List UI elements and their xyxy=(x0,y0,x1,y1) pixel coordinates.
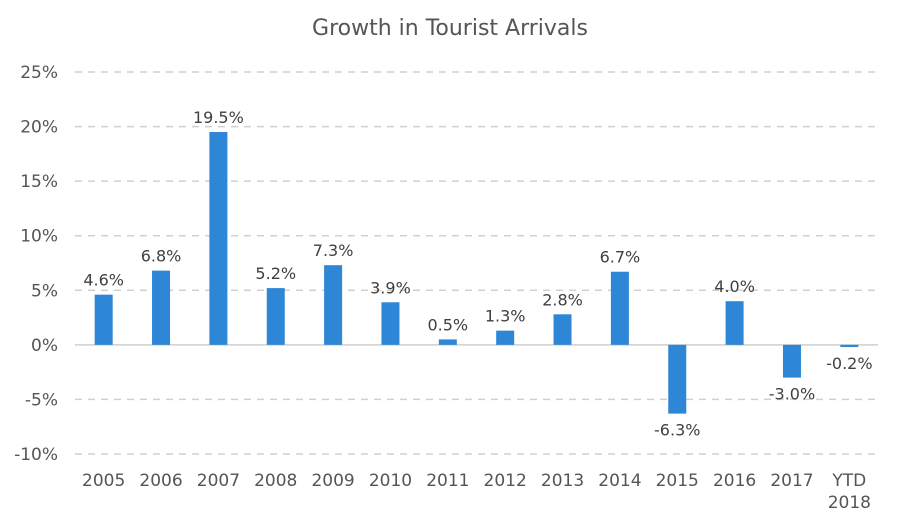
chart-title: Growth in Tourist Arrivals xyxy=(312,16,588,41)
bar xyxy=(553,314,572,345)
bar xyxy=(438,339,457,345)
bar xyxy=(782,344,801,378)
data-label: 4.6% xyxy=(83,271,124,290)
bar xyxy=(496,330,515,345)
gridlines xyxy=(75,71,878,455)
data-label: 0.5% xyxy=(427,315,468,334)
y-tick-label: 0% xyxy=(31,336,58,356)
bar xyxy=(324,265,343,345)
data-label: 6.7% xyxy=(600,248,641,267)
x-category-label: 2013 xyxy=(541,471,584,491)
x-category-label: YTD 2018 xyxy=(828,471,871,513)
bar xyxy=(209,132,228,345)
y-tick-label: 15% xyxy=(20,172,58,192)
data-label: 5.2% xyxy=(255,264,296,283)
y-tick-label: -10% xyxy=(14,445,58,465)
bar xyxy=(725,301,744,345)
y-tick-label: 20% xyxy=(20,118,58,138)
x-category-label: 2007 xyxy=(197,471,240,491)
bar xyxy=(381,302,400,345)
y-tick-label: -5% xyxy=(25,390,58,410)
y-tick-label: 5% xyxy=(31,281,58,301)
bar xyxy=(266,288,285,345)
data-label: 19.5% xyxy=(193,108,244,127)
data-label: -3.0% xyxy=(769,385,815,404)
x-category-label: 2016 xyxy=(713,471,756,491)
y-tick-label: 10% xyxy=(20,227,58,247)
bars xyxy=(94,132,859,414)
data-label: 4.0% xyxy=(714,277,755,296)
data-labels: 4.6% 6.8% 19.5% 5.2% 7.3% 3.9% 0.5% 1.3% 2.8% 6.7… xyxy=(83,108,872,440)
x-category-label: 2017 xyxy=(770,471,813,491)
y-axis-ticks: 25% 20% 15% 10% 5% 0% -5% -10% xyxy=(14,63,58,465)
data-label: 2.8% xyxy=(542,290,583,309)
bar xyxy=(152,270,171,345)
x-category-label: 2011 xyxy=(426,471,469,491)
data-label: -6.3% xyxy=(654,421,700,440)
bar xyxy=(610,271,629,345)
x-category-label: 2006 xyxy=(139,471,182,491)
bar xyxy=(94,294,113,345)
x-category-label: 2012 xyxy=(484,471,527,491)
bar xyxy=(668,344,687,414)
x-category-label: 2005 xyxy=(82,471,125,491)
x-category-label: 2014 xyxy=(598,471,641,491)
data-label: 6.8% xyxy=(141,247,182,266)
data-label: 7.3% xyxy=(313,241,354,260)
data-label: 1.3% xyxy=(485,307,526,326)
x-axis-categories: 2005 2006 2007 2008 2009 2010 2011 2012 2013 2014… xyxy=(82,471,871,513)
data-label: -0.2% xyxy=(826,354,872,373)
x-category-label: 2010 xyxy=(369,471,412,491)
y-tick-label: 25% xyxy=(20,63,58,83)
x-category-label: 2008 xyxy=(254,471,297,491)
data-label: 3.9% xyxy=(370,278,411,297)
x-category-label: 2009 xyxy=(311,471,354,491)
x-category-label: 2015 xyxy=(656,471,699,491)
bar xyxy=(840,344,859,348)
